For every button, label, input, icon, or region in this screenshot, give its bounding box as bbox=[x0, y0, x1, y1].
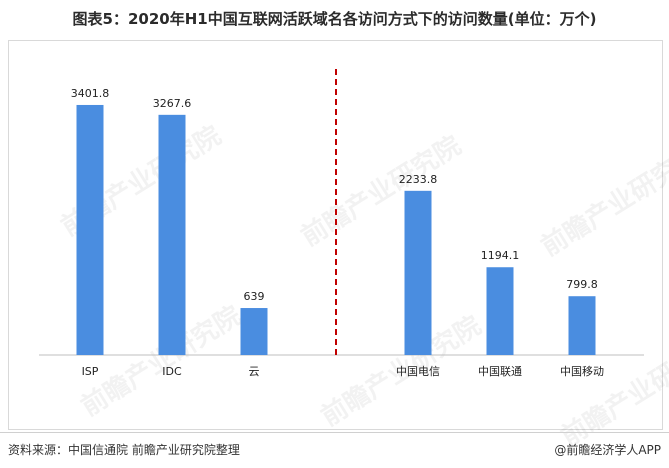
data-label: 3401.8 bbox=[71, 87, 110, 100]
data-label: 3267.6 bbox=[153, 97, 192, 110]
x-tick-label: 中国联通 bbox=[478, 365, 522, 378]
bar bbox=[76, 104, 104, 355]
chart-title: 图表5：2020年H1中国互联网活跃域名各访问方式下的访问数量(单位：万个) bbox=[72, 10, 597, 28]
x-tick-label: 云 bbox=[249, 365, 260, 378]
x-tick-label: 中国电信 bbox=[396, 365, 440, 378]
data-label: 639 bbox=[244, 290, 265, 303]
bar bbox=[404, 190, 432, 355]
x-tick-label: IDC bbox=[162, 365, 182, 378]
x-tick-label: ISP bbox=[82, 365, 99, 378]
data-label: 1194.1 bbox=[481, 249, 520, 262]
data-label: 799.8 bbox=[566, 278, 598, 291]
bar bbox=[240, 308, 268, 355]
footer-divider bbox=[0, 432, 669, 433]
data-label: 2233.8 bbox=[399, 173, 438, 186]
bar bbox=[568, 296, 596, 355]
chart-frame: 前瞻产业研究院 前瞻产业研究院 前瞻产业研究院 前瞻产业研究院 前瞻产业研究院 … bbox=[8, 40, 669, 453]
credit-note: @前瞻经济学人APP bbox=[554, 443, 661, 457]
bar bbox=[158, 114, 186, 356]
source-note: 资料来源：中国信通院 前瞻产业研究院整理 bbox=[8, 443, 240, 457]
bar bbox=[486, 267, 514, 355]
bar-chart: 3401.8 ISP 3267.6 IDC 639 云 2233.8 中国电信 1194.1 中国… bbox=[39, 69, 644, 378]
x-tick-label: 中国移动 bbox=[560, 365, 604, 378]
